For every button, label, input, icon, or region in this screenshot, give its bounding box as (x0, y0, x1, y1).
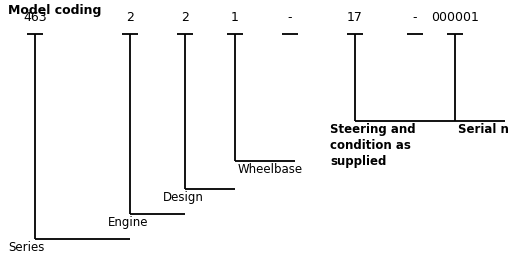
Text: Design: Design (163, 191, 204, 204)
Text: Series: Series (8, 241, 44, 254)
Text: Model coding: Model coding (8, 4, 101, 17)
Text: Engine: Engine (108, 216, 149, 229)
Text: 2: 2 (126, 11, 134, 24)
Text: Wheelbase: Wheelbase (238, 163, 303, 176)
Text: 2: 2 (181, 11, 189, 24)
Text: Steering and
condition as
supplied: Steering and condition as supplied (330, 123, 416, 168)
Text: Serial number: Serial number (458, 123, 509, 136)
Text: 000001: 000001 (431, 11, 479, 24)
Text: -: - (288, 11, 292, 24)
Text: 1: 1 (231, 11, 239, 24)
Text: -: - (413, 11, 417, 24)
Text: 463: 463 (23, 11, 47, 24)
Text: 17: 17 (347, 11, 363, 24)
